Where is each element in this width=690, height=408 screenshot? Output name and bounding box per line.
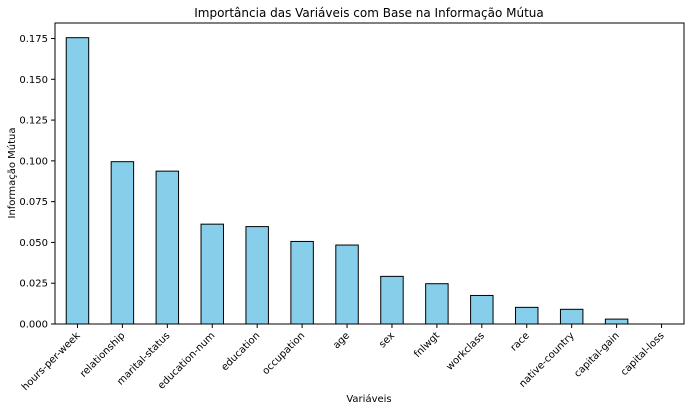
x-axis: hours-per-weekrelationshipmarital-status…: [20, 324, 667, 393]
bars-group: [65, 37, 629, 325]
bar-relationship: [110, 161, 135, 325]
y-axis-label: Informação Mútua: [6, 127, 18, 218]
bar-hours-per-week: [65, 37, 90, 325]
y-tick-label: 0.000: [19, 320, 48, 331]
x-tick-label: workclass: [444, 330, 486, 372]
bar-sex: [380, 275, 404, 325]
x-tick-label: age: [331, 330, 352, 351]
bar-workclass: [470, 294, 494, 325]
x-tick-label: education: [219, 330, 262, 373]
plot-frame: [54, 22, 685, 325]
bar-occupation: [290, 240, 314, 325]
y-tick-label: 0.150: [19, 75, 48, 86]
x-tick-label: capital-gain: [572, 330, 621, 379]
y-tick-label: 0.075: [19, 197, 48, 208]
x-tick-label: fnlwgt: [412, 330, 442, 360]
bar-education-num: [200, 223, 224, 325]
y-tick-label: 0.175: [19, 34, 48, 45]
y-tick-label: 0.050: [19, 238, 48, 249]
bar-education: [245, 226, 269, 325]
chart-title: Importância das Variáveis com Base na In…: [194, 6, 544, 20]
x-tick-label: relationship: [78, 330, 127, 379]
bar-age: [335, 244, 359, 325]
y-tick-label: 0.025: [19, 279, 48, 290]
x-tick-label: sex: [377, 330, 397, 350]
bar-race: [515, 306, 539, 325]
y-tick-label: 0.100: [19, 156, 48, 167]
y-axis: 0.000 0.025 0.050 0.075 0.100 0.125 0.150 0.175: [19, 34, 55, 331]
x-tick-label: race: [509, 330, 532, 353]
x-tick-label: occupation: [260, 330, 307, 377]
bar-marital-status: [155, 170, 180, 325]
x-axis-label: Variáveis: [346, 393, 391, 405]
bar-native-country: [559, 308, 584, 325]
bar-fnlwgt: [425, 283, 449, 325]
x-tick-label: hours-per-week: [20, 330, 83, 393]
x-tick-label: capital-loss: [619, 330, 667, 378]
bar-capital-gain: [604, 318, 629, 325]
y-tick-label: 0.125: [19, 116, 48, 127]
